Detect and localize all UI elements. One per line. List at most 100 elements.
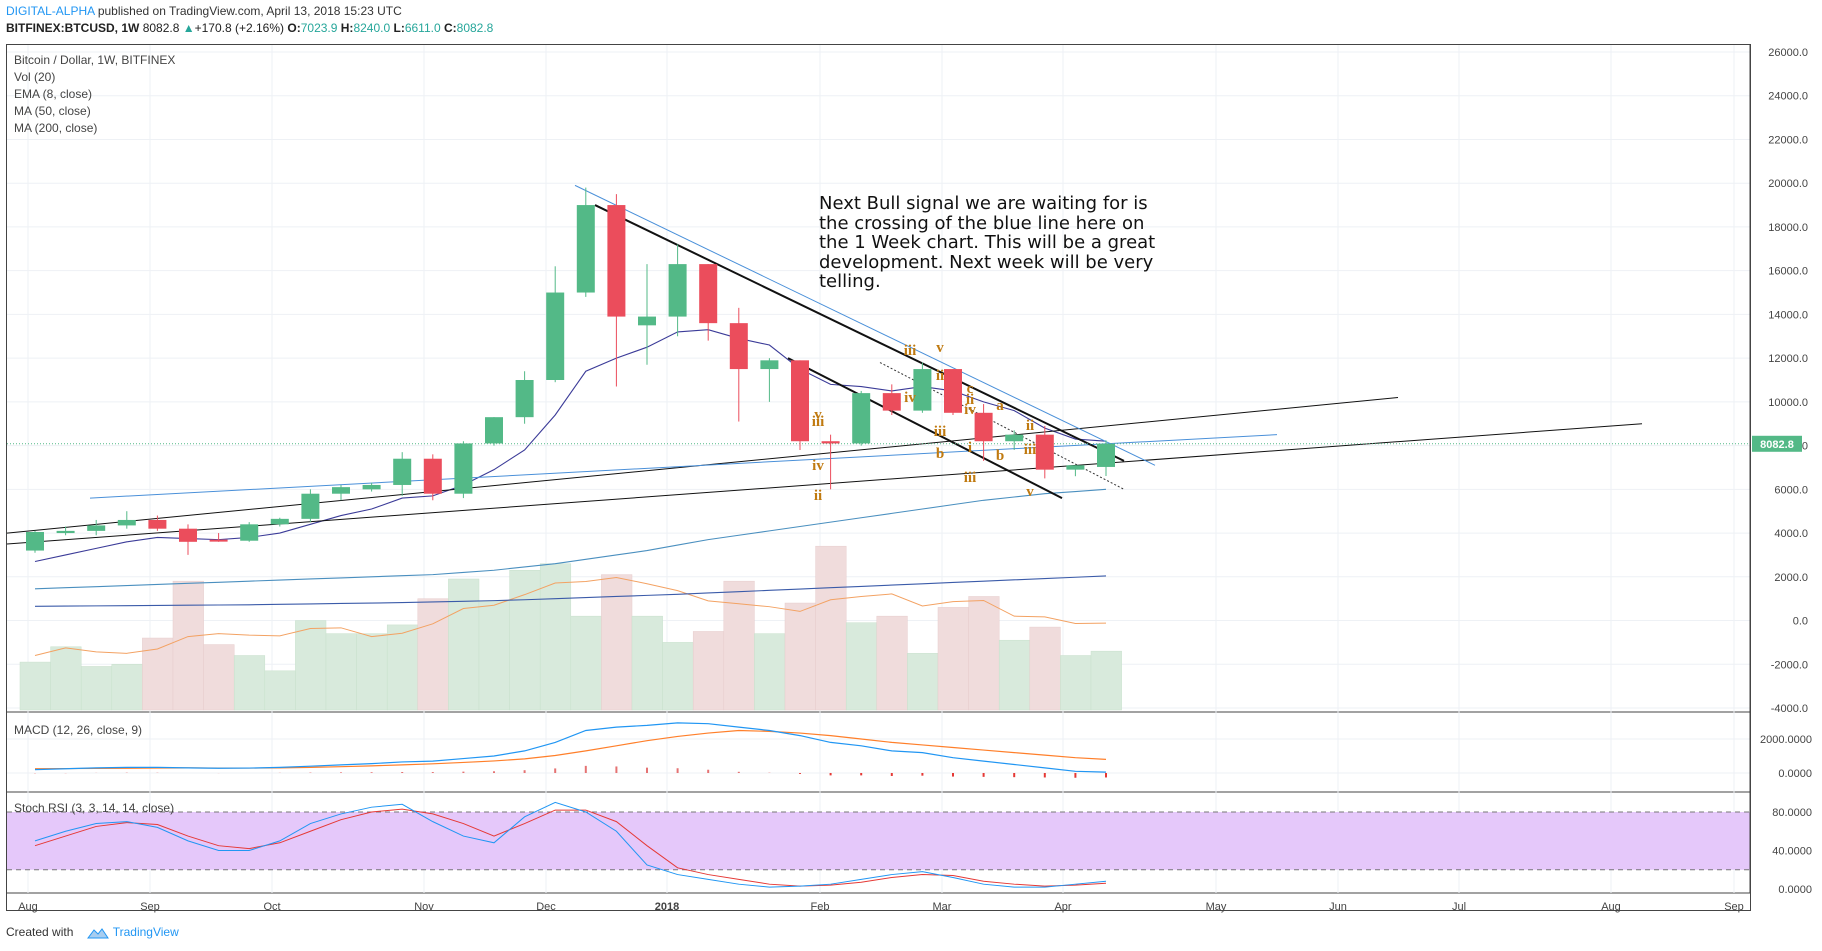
legend-ema: EMA (8, close) bbox=[14, 87, 93, 101]
volume-bar bbox=[203, 644, 235, 711]
y-tick-label: -2000.0 bbox=[1771, 659, 1808, 671]
x-tick-label: Sep bbox=[1724, 901, 1744, 913]
candle-body bbox=[729, 323, 748, 370]
candle-body bbox=[546, 292, 565, 380]
candle-body bbox=[852, 393, 871, 444]
tradingview-brand-link[interactable]: TradingView bbox=[112, 925, 179, 939]
open-value: 7023.9 bbox=[300, 21, 338, 35]
candle-body bbox=[913, 369, 932, 411]
volume-bar bbox=[478, 600, 510, 711]
annotation-note: Next Bull signal we are waiting for is t… bbox=[819, 193, 1156, 292]
volume-bar bbox=[998, 639, 1031, 711]
wave-label: iv bbox=[904, 390, 916, 406]
volume-bar bbox=[386, 624, 419, 711]
candle-body bbox=[882, 393, 901, 411]
wave-label: ii bbox=[1026, 418, 1034, 434]
volume-bar bbox=[815, 545, 847, 711]
candle-body bbox=[179, 528, 197, 542]
wave-label: iii bbox=[1024, 442, 1037, 458]
candle-body bbox=[485, 417, 503, 444]
volume-ma-line bbox=[34, 577, 1107, 657]
volume-bar bbox=[601, 574, 633, 711]
low-label: L: bbox=[393, 21, 405, 35]
x-tick-label: Sep bbox=[140, 901, 160, 913]
stoch-tick-label: 40.0000 bbox=[1772, 846, 1812, 858]
y-tick-label: 10000.0 bbox=[1768, 397, 1808, 409]
stoch-k-line bbox=[34, 801, 1107, 888]
x-tick-label: Jul bbox=[1452, 901, 1466, 913]
x-tick-label: Oct bbox=[263, 901, 280, 913]
x-tick-label: Mar bbox=[933, 901, 952, 913]
candle-body bbox=[944, 369, 962, 413]
wave-label: ii bbox=[966, 392, 974, 408]
wave-label: v bbox=[814, 407, 822, 423]
x-tick-label: Feb bbox=[811, 901, 830, 913]
published-text: published on TradingView.com, April 13, … bbox=[94, 4, 402, 18]
candle-body bbox=[270, 518, 289, 525]
legend-ma50: MA (50, close) bbox=[14, 104, 91, 118]
volume-bar bbox=[1090, 650, 1122, 711]
wave-label: v bbox=[1026, 484, 1034, 500]
x-tick-label: 2018 bbox=[655, 901, 679, 913]
publisher-line: DIGITAL-ALPHA published on TradingView.c… bbox=[6, 4, 402, 18]
candle-body bbox=[576, 205, 595, 293]
price-change: +170.8 (+2.16%) bbox=[194, 21, 285, 35]
candle-body bbox=[760, 360, 779, 370]
close-label: C: bbox=[443, 21, 457, 35]
candle-body bbox=[240, 524, 259, 541]
volume-bar bbox=[876, 615, 908, 711]
volume-bar bbox=[631, 615, 663, 711]
volume-bar bbox=[692, 631, 725, 711]
candle-body bbox=[1097, 443, 1115, 467]
publisher-name[interactable]: DIGITAL-ALPHA bbox=[6, 4, 95, 18]
x-tick-label: Aug bbox=[18, 901, 38, 913]
wave-label: iv bbox=[964, 402, 976, 418]
ma200-line bbox=[34, 575, 1107, 607]
volume-bar bbox=[50, 646, 82, 711]
wave-label: a bbox=[996, 398, 1004, 414]
volume-bar bbox=[968, 596, 1000, 711]
volume-bar bbox=[845, 622, 878, 711]
trendline-blue bbox=[89, 434, 1278, 499]
candle-body bbox=[974, 412, 993, 442]
candle-body bbox=[393, 458, 412, 485]
y-tick-label: -4000.0 bbox=[1771, 703, 1808, 715]
volume-bar bbox=[325, 633, 357, 711]
tradingview-logo-icon bbox=[86, 927, 109, 939]
last-price-tag bbox=[1752, 435, 1802, 452]
stoch-band bbox=[7, 812, 1750, 870]
macd-tick-label: 2000.0000 bbox=[1760, 734, 1812, 746]
volume-bar bbox=[509, 569, 541, 711]
volume-bar bbox=[662, 642, 694, 711]
volume-bar bbox=[111, 664, 143, 711]
volume-bar bbox=[570, 615, 602, 711]
candle-body bbox=[362, 484, 381, 490]
y-tick-label: 22000.0 bbox=[1768, 134, 1808, 146]
y-tick-label: 24000.0 bbox=[1768, 91, 1808, 103]
candle-body bbox=[607, 205, 626, 317]
x-tick-label: May bbox=[1206, 901, 1227, 913]
volume-bar bbox=[448, 578, 480, 711]
volume-bar bbox=[356, 633, 388, 711]
volume-bar bbox=[1029, 626, 1061, 711]
candle-body bbox=[1005, 434, 1024, 442]
y-tick-label: 18000.0 bbox=[1768, 222, 1808, 234]
candle-body bbox=[454, 443, 473, 494]
high-value: 8240.0 bbox=[353, 21, 391, 35]
wave-label: b bbox=[996, 448, 1004, 464]
candle-body bbox=[668, 264, 687, 317]
candle-body bbox=[821, 441, 840, 444]
x-tick-label: Apr bbox=[1054, 901, 1071, 913]
candle-body bbox=[1066, 465, 1085, 470]
high-label: H: bbox=[340, 21, 354, 35]
wave-label: ii bbox=[814, 488, 822, 504]
y-tick-label: 0.0 bbox=[1793, 616, 1808, 628]
y-tick-label: 26000.0 bbox=[1768, 47, 1808, 59]
candle-body bbox=[209, 539, 228, 542]
candle-body bbox=[423, 458, 442, 494]
macd-tick-label: 0.0000 bbox=[1778, 768, 1812, 780]
volume-bar bbox=[754, 633, 786, 711]
ohlc-line: BITFINEX:BTCUSD, 1W 8082.8 ▲+170.8 (+2.1… bbox=[6, 21, 493, 35]
legend-ma200: MA (200, close) bbox=[14, 121, 98, 135]
